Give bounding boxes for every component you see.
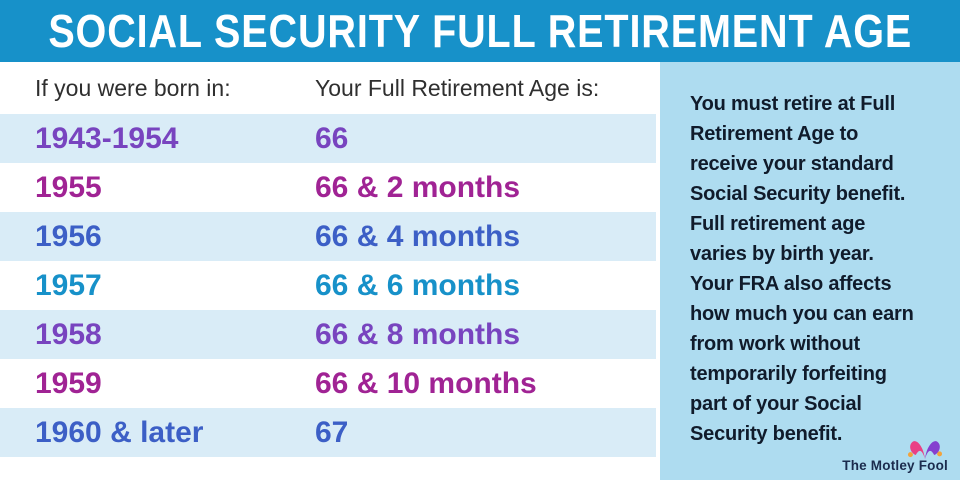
born-year-cell: 1957 bbox=[35, 268, 102, 302]
born-year-cell: 1955 bbox=[35, 170, 102, 204]
table-header-row: If you were born in: Your Full Retiremen… bbox=[0, 62, 656, 114]
table-row: 1956 66 & 4 months bbox=[0, 212, 656, 261]
table-row: 1960 & later 67 bbox=[0, 408, 656, 457]
sidebar-explanation-panel: You must retire at Full Retirement Age t… bbox=[660, 62, 960, 480]
banner: SOCIAL SECURITY FULL RETIREMENT AGE bbox=[0, 0, 960, 62]
retirement-age-cell: 66 & 4 months bbox=[315, 219, 521, 253]
born-year-cell: 1959 bbox=[35, 366, 102, 400]
jester-hat-icon bbox=[907, 441, 943, 460]
born-year-cell: 1956 bbox=[35, 219, 102, 253]
retirement-age-cell: 66 bbox=[315, 121, 349, 155]
retirement-age-cell: 66 & 8 months bbox=[315, 317, 521, 351]
table-row: 1943-1954 66 bbox=[0, 114, 656, 163]
table-row: 1958 66 & 8 months bbox=[0, 310, 656, 359]
retirement-age-cell: 66 & 6 months bbox=[315, 268, 521, 302]
page-title: SOCIAL SECURITY FULL RETIREMENT AGE bbox=[48, 5, 912, 57]
table-row: 1957 66 & 6 months bbox=[0, 261, 656, 310]
retirement-age-cell: 66 & 10 months bbox=[315, 366, 537, 400]
retirement-age-cell: 67 bbox=[315, 415, 349, 449]
explanation-text: You must retire at Full Retirement Age t… bbox=[690, 93, 914, 445]
column-header-born-year: If you were born in: bbox=[35, 74, 231, 101]
table-row: 1959 66 & 10 months bbox=[0, 359, 656, 408]
brand-logo: The Motley Fool bbox=[842, 437, 948, 473]
born-year-cell: 1960 & later bbox=[35, 415, 204, 449]
born-year-cell: 1943-1954 bbox=[35, 121, 179, 155]
retirement-age-table: If you were born in: Your Full Retiremen… bbox=[0, 62, 656, 457]
born-year-cell: 1958 bbox=[35, 317, 102, 351]
retirement-age-cell: 66 & 2 months bbox=[315, 170, 521, 204]
column-header-retirement-age: Your Full Retirement Age is: bbox=[315, 74, 600, 101]
brand-name: The Motley Fool bbox=[842, 458, 948, 473]
table-row: 1955 66 & 2 months bbox=[0, 163, 656, 212]
